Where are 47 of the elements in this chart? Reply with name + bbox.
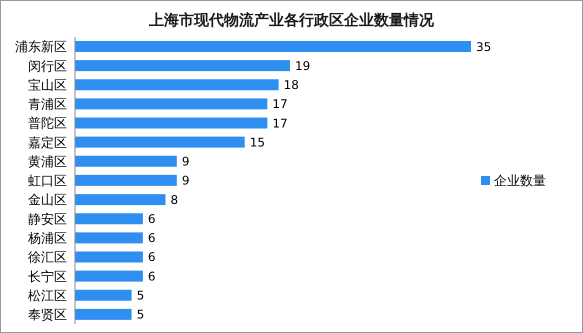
legend-label: 企业数量 [494, 174, 546, 188]
data-label: 5 [136, 308, 144, 322]
bar [75, 118, 268, 129]
data-label: 18 [284, 78, 299, 92]
data-label: 9 [182, 154, 190, 169]
y-tick-label: 青浦区 [28, 98, 67, 113]
bar [75, 194, 166, 206]
data-label: 6 [148, 212, 156, 226]
data-label: 17 [272, 97, 288, 112]
y-tick-label: 闵行区 [28, 59, 67, 74]
data-label: 9 [182, 174, 190, 188]
data-label: 35 [476, 40, 492, 54]
bar [75, 270, 143, 282]
data-label: 6 [148, 231, 156, 246]
bar [75, 174, 177, 186]
y-tick-label: 虹口区 [28, 174, 67, 190]
bar [75, 213, 143, 224]
bar [75, 98, 268, 110]
y-tick-label: 嘉定区 [28, 136, 67, 151]
bar [75, 156, 177, 167]
bar [75, 136, 245, 148]
data-label: 6 [148, 269, 156, 284]
chart-title: 上海市现代物流产业各行政区企业数量情况 [148, 11, 435, 31]
data-label: 19 [294, 58, 310, 73]
bar [75, 79, 279, 90]
y-tick-label: 静安区 [28, 211, 67, 228]
bar [75, 41, 471, 52]
y-tick-label: 黄浦区 [28, 154, 67, 170]
y-tick-label: 长宁区 [28, 268, 67, 285]
y-tick-label: 普陀区 [28, 116, 67, 132]
y-tick-label: 浦东新区 [15, 40, 67, 56]
y-tick-label: 松江区 [28, 288, 67, 304]
y-tick-label: 徐汇区 [28, 250, 67, 266]
bar [75, 290, 132, 301]
data-label: 17 [272, 116, 288, 130]
y-tick-label: 奉贤区 [28, 308, 67, 324]
bar [75, 308, 132, 320]
bar [75, 60, 290, 72]
y-tick-label: 宝山区 [28, 77, 67, 94]
bar [75, 232, 143, 244]
bar [75, 251, 143, 262]
y-tick-label: 杨浦区 [27, 232, 67, 247]
data-label: 5 [136, 288, 144, 302]
data-label: 8 [170, 192, 178, 207]
y-tick-label: 金山区 [28, 193, 67, 208]
data-label: 6 [148, 250, 156, 264]
data-label: 15 [250, 135, 265, 150]
